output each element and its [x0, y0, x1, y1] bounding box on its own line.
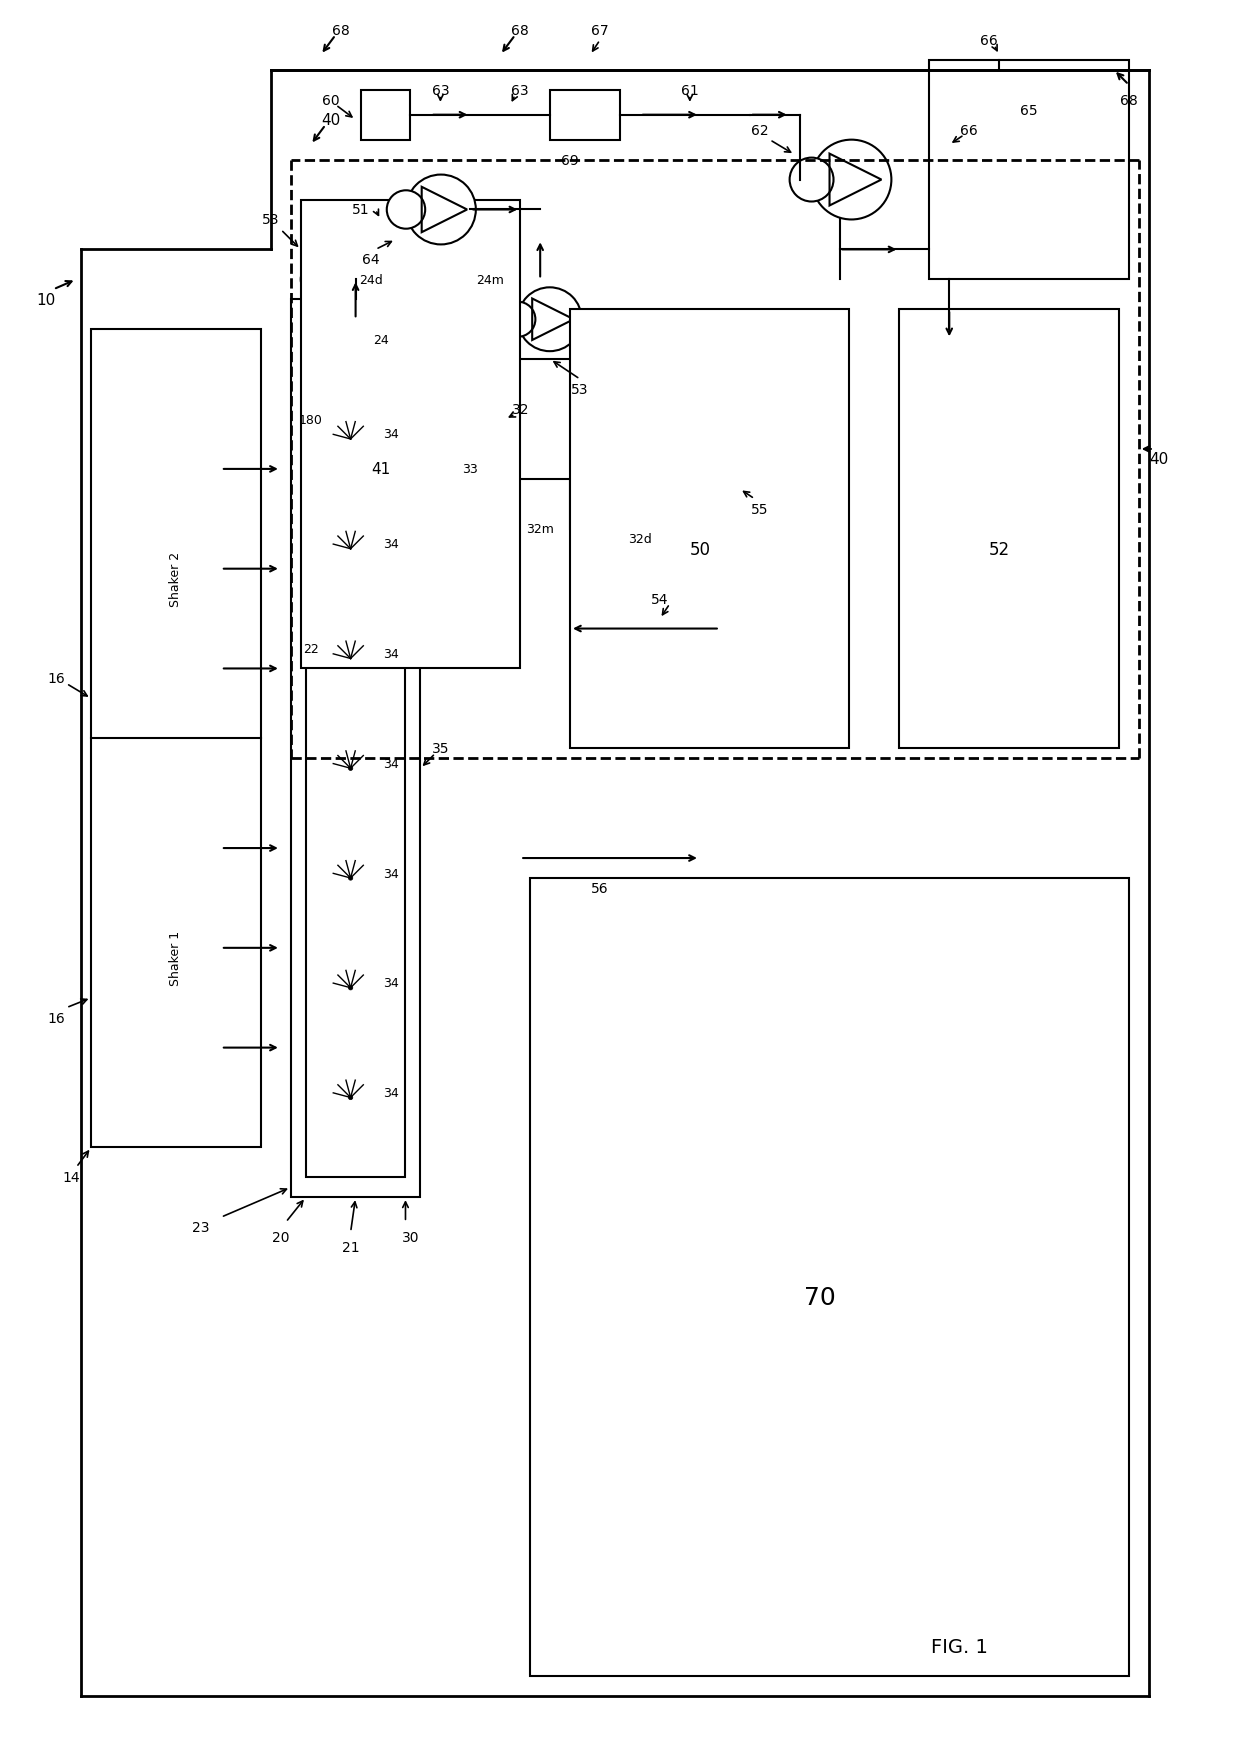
- Text: 24m: 24m: [476, 274, 505, 287]
- Text: 62: 62: [751, 124, 769, 138]
- Bar: [929, 61, 1128, 280]
- Bar: [420, 260, 480, 320]
- Text: 41: 41: [371, 461, 391, 477]
- Text: 63: 63: [432, 84, 449, 98]
- Text: 56: 56: [591, 881, 609, 895]
- Circle shape: [348, 767, 353, 771]
- Text: 30: 30: [402, 1231, 419, 1245]
- Text: 40: 40: [1149, 453, 1168, 467]
- Bar: [290, 301, 420, 1197]
- Circle shape: [500, 302, 536, 337]
- Circle shape: [405, 175, 476, 245]
- Text: 61: 61: [681, 84, 698, 98]
- Text: 34: 34: [383, 538, 398, 551]
- Text: 33: 33: [463, 463, 479, 475]
- Bar: [531, 879, 1128, 1676]
- Text: 65: 65: [1021, 103, 1038, 117]
- Bar: [361, 91, 410, 140]
- Text: 66: 66: [981, 33, 998, 47]
- Text: 55: 55: [751, 502, 769, 516]
- Text: 67: 67: [591, 24, 609, 38]
- Text: 180: 180: [299, 413, 322, 427]
- Text: 66: 66: [960, 124, 978, 138]
- Text: 68: 68: [511, 24, 529, 38]
- Text: 34: 34: [383, 867, 398, 879]
- Circle shape: [348, 657, 353, 661]
- Text: 32d: 32d: [629, 533, 652, 545]
- Text: 34: 34: [383, 647, 398, 661]
- Text: 32m: 32m: [526, 523, 554, 537]
- Circle shape: [348, 547, 353, 552]
- Text: 14: 14: [62, 1171, 81, 1185]
- Text: 34: 34: [383, 428, 398, 440]
- Circle shape: [348, 437, 353, 442]
- Text: 10: 10: [37, 292, 56, 308]
- Text: 60: 60: [322, 94, 340, 108]
- Bar: [570, 309, 849, 748]
- Circle shape: [319, 248, 382, 313]
- Text: 23: 23: [192, 1220, 210, 1234]
- Text: 20: 20: [272, 1231, 289, 1245]
- Text: Shaker 2: Shaker 2: [170, 552, 182, 607]
- Circle shape: [387, 191, 425, 229]
- Text: 24d: 24d: [358, 274, 382, 287]
- Text: 16: 16: [47, 671, 66, 685]
- Bar: [500, 360, 660, 479]
- Text: 24: 24: [373, 334, 388, 346]
- Text: 53: 53: [262, 213, 279, 227]
- Bar: [570, 479, 630, 530]
- Text: 50: 50: [689, 540, 711, 558]
- Text: 70: 70: [804, 1285, 836, 1309]
- Text: 68: 68: [332, 24, 350, 38]
- Text: 34: 34: [383, 977, 398, 989]
- Bar: [92, 330, 260, 1148]
- Circle shape: [348, 1096, 353, 1099]
- Text: 34: 34: [383, 1087, 398, 1099]
- Text: FIG. 1: FIG. 1: [931, 1636, 988, 1655]
- Text: 35: 35: [432, 741, 449, 755]
- Text: 21: 21: [342, 1241, 360, 1255]
- Text: 53: 53: [572, 383, 589, 397]
- Circle shape: [348, 986, 353, 991]
- Text: 22: 22: [303, 643, 319, 656]
- Text: 32: 32: [511, 402, 529, 416]
- Circle shape: [790, 159, 833, 203]
- Text: 51: 51: [352, 203, 370, 217]
- Bar: [301, 201, 521, 669]
- Text: 63: 63: [511, 84, 529, 98]
- Bar: [551, 91, 620, 140]
- Text: 69: 69: [562, 154, 579, 168]
- Text: 64: 64: [362, 253, 379, 267]
- Text: 34: 34: [383, 757, 398, 771]
- Bar: [306, 320, 405, 1178]
- Text: 68: 68: [1120, 94, 1138, 108]
- Text: 40: 40: [321, 114, 340, 128]
- Circle shape: [301, 262, 336, 297]
- Circle shape: [811, 140, 892, 220]
- Bar: [899, 309, 1118, 748]
- Text: 54: 54: [651, 593, 668, 607]
- Text: Shaker 1: Shaker 1: [170, 930, 182, 986]
- Text: 52: 52: [988, 540, 1009, 558]
- Circle shape: [348, 876, 353, 881]
- Text: 16: 16: [47, 1010, 66, 1024]
- Circle shape: [518, 288, 582, 351]
